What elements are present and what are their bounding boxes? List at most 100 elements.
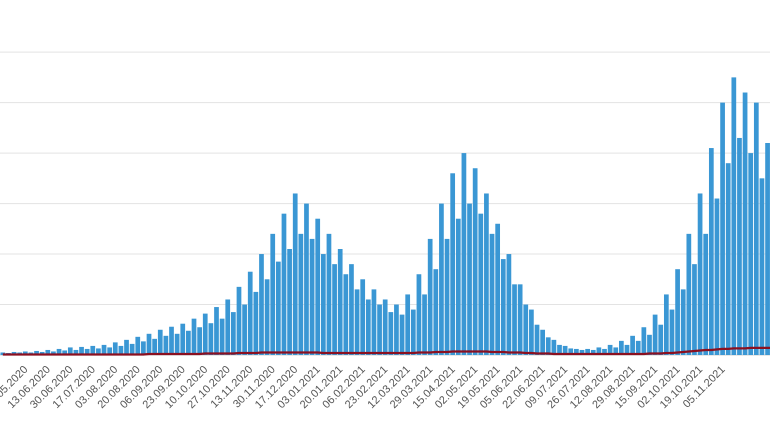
bar xyxy=(225,299,231,355)
bar xyxy=(753,102,759,355)
bar xyxy=(579,349,585,355)
bar xyxy=(467,203,472,355)
bar xyxy=(557,344,562,355)
bar xyxy=(680,289,686,355)
bar xyxy=(124,339,129,355)
bar xyxy=(405,294,411,355)
bar xyxy=(315,218,321,355)
bar xyxy=(326,233,332,355)
bar xyxy=(534,324,540,355)
bar xyxy=(590,349,596,355)
bar xyxy=(371,289,377,355)
bar xyxy=(67,347,73,355)
bar xyxy=(22,351,28,355)
bar xyxy=(613,347,619,355)
bar xyxy=(512,284,517,355)
bar xyxy=(669,309,675,355)
bar xyxy=(247,271,253,355)
bar xyxy=(360,279,366,355)
bar xyxy=(500,259,506,355)
bar xyxy=(34,350,39,355)
bar xyxy=(208,323,214,355)
bar xyxy=(45,349,51,355)
bar xyxy=(737,137,742,355)
bar xyxy=(309,238,315,355)
bar xyxy=(635,340,641,355)
bar xyxy=(410,309,416,355)
bar xyxy=(720,102,725,355)
bar xyxy=(523,304,529,355)
bar xyxy=(118,345,124,355)
bar xyxy=(231,312,236,355)
bar xyxy=(107,347,113,355)
bar xyxy=(450,173,456,355)
bar xyxy=(202,313,208,355)
bar xyxy=(585,348,590,355)
bar xyxy=(62,350,68,355)
bar xyxy=(169,326,174,355)
bar xyxy=(574,348,579,355)
bar xyxy=(275,261,281,355)
bar xyxy=(51,351,56,355)
bar xyxy=(292,193,298,355)
bar xyxy=(427,238,433,355)
bar xyxy=(101,344,107,355)
bar xyxy=(540,329,545,355)
bar xyxy=(90,345,96,355)
bar xyxy=(304,203,309,355)
bar xyxy=(343,274,349,355)
bar xyxy=(714,198,720,355)
bar xyxy=(731,77,737,355)
bar xyxy=(652,314,658,355)
bar xyxy=(619,340,624,355)
bar xyxy=(641,327,647,355)
bar xyxy=(596,347,602,355)
bar xyxy=(112,342,118,355)
bar xyxy=(84,348,90,355)
bar xyxy=(270,233,276,355)
bar xyxy=(517,284,523,355)
bar xyxy=(394,304,399,355)
bar xyxy=(56,348,62,355)
bar xyxy=(152,338,157,355)
bar xyxy=(191,318,197,355)
bar xyxy=(197,327,202,355)
bar xyxy=(439,203,444,355)
bar xyxy=(287,249,292,355)
bar xyxy=(422,294,427,355)
bar xyxy=(461,153,467,355)
bar xyxy=(742,92,748,356)
bar xyxy=(748,153,754,355)
bar xyxy=(174,333,180,355)
bar xyxy=(214,307,219,355)
bar xyxy=(708,148,714,355)
bar xyxy=(399,314,405,355)
bar xyxy=(495,223,501,355)
bar xyxy=(658,324,664,355)
bar xyxy=(489,233,495,355)
bar xyxy=(365,299,371,355)
bar xyxy=(725,163,731,355)
bar xyxy=(129,343,135,355)
bar xyxy=(416,274,422,355)
bar xyxy=(551,339,557,355)
bar xyxy=(433,269,439,355)
bar xyxy=(332,264,337,355)
bar xyxy=(73,349,79,355)
bar xyxy=(320,254,326,355)
bar xyxy=(281,213,287,355)
bar xyxy=(219,318,225,355)
bar xyxy=(506,254,512,355)
bar xyxy=(647,334,652,355)
bar xyxy=(484,193,489,355)
bar xyxy=(545,337,551,355)
bar xyxy=(703,233,709,355)
bar xyxy=(388,312,394,355)
bar xyxy=(236,286,242,355)
bar xyxy=(180,323,186,355)
bar xyxy=(79,346,84,355)
bar xyxy=(264,279,270,355)
bar xyxy=(444,238,450,355)
bar xyxy=(562,345,568,355)
